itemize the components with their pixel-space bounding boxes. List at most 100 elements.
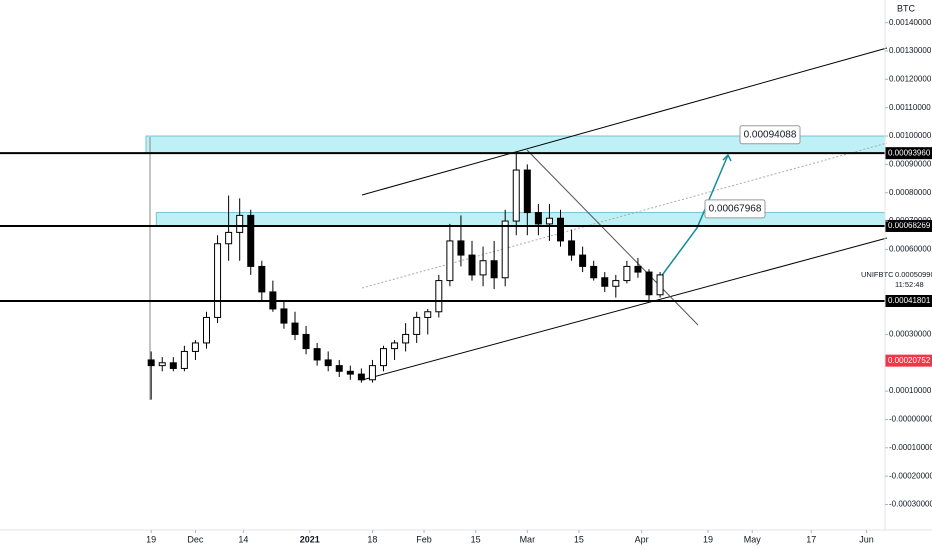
candle-body <box>590 265 598 279</box>
candle-body <box>346 370 354 375</box>
candle-body <box>435 280 443 313</box>
candle-body <box>424 311 432 318</box>
y-tick-label: 0.00070000 <box>889 216 932 225</box>
candle-body <box>656 274 664 296</box>
candle-body <box>634 265 642 273</box>
y-tick-label: 0.00140000 <box>889 18 932 27</box>
candle-body <box>457 240 465 256</box>
symbol-label: UNIFBTC <box>861 270 894 279</box>
y-tick-label: 0.00100000 <box>889 131 932 140</box>
y-tick-label: -0.00020000 <box>889 471 932 480</box>
candle-body <box>302 333 310 350</box>
x-tick-label: 14 <box>238 534 248 544</box>
x-tick-label: Jun <box>859 534 874 544</box>
candle-body <box>380 348 387 367</box>
y-tick-label: 0.00060000 <box>889 245 932 254</box>
candle-body <box>402 333 410 344</box>
target-box <box>704 199 766 219</box>
candle-body <box>280 308 288 324</box>
candle-body <box>203 316 210 344</box>
candle-body <box>335 365 343 372</box>
y-tick-label: 0.00120000 <box>889 74 932 83</box>
y-tick-label: -0.00000000 <box>889 415 932 424</box>
candle-body <box>191 342 199 352</box>
channel-mid <box>361 142 888 289</box>
candle-body <box>512 169 520 222</box>
candle-body <box>158 362 166 367</box>
x-tick-label: 2021 <box>300 534 320 544</box>
y-tick-label: 0.00090000 <box>889 159 932 168</box>
x-tick-label: Mar <box>520 534 536 544</box>
candle-body <box>258 265 266 293</box>
candle-body <box>446 240 454 282</box>
candle-body <box>357 373 365 381</box>
y-tick-label: -0.00010000 <box>889 443 932 452</box>
candle-body <box>523 169 531 214</box>
y-tick-label: 0.00010000 <box>889 386 932 395</box>
drawings <box>149 47 888 400</box>
downtrend-line <box>526 149 699 326</box>
candle-body <box>490 260 498 279</box>
marker-label: 0.00020752 <box>888 356 931 365</box>
candle-body <box>391 342 399 350</box>
x-tick-label: 19 <box>146 534 156 544</box>
x-tick-label: Apr <box>635 534 649 544</box>
target-label: 0.00094088 <box>744 129 797 140</box>
x-tick-label: 17 <box>806 534 816 544</box>
candle-body <box>557 217 564 242</box>
candle-body <box>545 217 553 225</box>
candle-body <box>501 220 509 279</box>
candle-body <box>568 240 576 256</box>
price-label-box <box>885 219 932 232</box>
candle-body <box>291 322 299 335</box>
price-label: 0.00068269 <box>888 221 931 230</box>
candle-body <box>645 271 653 296</box>
price-label: 0.00093960 <box>888 148 931 157</box>
candle-body <box>169 362 177 369</box>
price-label-box <box>885 294 932 307</box>
candle-body <box>236 214 244 233</box>
y-tick-label: -0.00030000 <box>889 500 932 509</box>
y-tick-label: 0.00110000 <box>889 103 931 112</box>
candle-body <box>225 231 233 245</box>
candle-body <box>147 359 155 367</box>
price-lines: 0.00093960 0.00068269 0.00041801 0.00020752… <box>0 125 932 367</box>
candle-body <box>368 365 376 381</box>
price-label: 0.00041801 <box>888 296 931 305</box>
marker-box <box>885 354 932 367</box>
channel-top <box>361 47 888 196</box>
x-tick-label: May <box>744 534 762 544</box>
candle-body <box>324 359 332 367</box>
projection-arrow <box>659 154 729 279</box>
channel-bottom <box>361 237 888 381</box>
x-tick-label: 18 <box>367 534 377 544</box>
y-tick-label: 0.00130000 <box>889 46 932 55</box>
supply-zone <box>155 212 886 227</box>
axis-unit: BTC <box>897 3 916 13</box>
price-label-box <box>885 147 932 160</box>
x-tick-label: 19 <box>703 534 713 544</box>
candle-body <box>601 277 609 287</box>
candle-body <box>413 316 421 335</box>
x-tick-label: 15 <box>574 534 584 544</box>
x-tick-label: Dec <box>187 534 204 544</box>
x-tick-label: 15 <box>471 534 481 544</box>
current-price: 0.00050990 <box>895 270 932 279</box>
target-box <box>739 125 801 145</box>
candle-body <box>623 265 631 282</box>
candle-body <box>214 243 222 318</box>
candle-body <box>612 280 620 287</box>
candles <box>147 153 664 400</box>
target-label: 0.00067968 <box>709 203 762 214</box>
candle-body <box>468 254 476 276</box>
y-tick-label: 0.00030000 <box>889 330 932 339</box>
candle-body <box>579 254 587 267</box>
candle-body <box>479 260 487 276</box>
candle-body <box>534 212 542 225</box>
candle-body <box>313 348 321 361</box>
candle-body <box>247 214 255 267</box>
axes: 0.00140000 0.00130000 0.00120000 0.00110000… <box>146 18 932 545</box>
x-tick-label: Feb <box>416 534 432 544</box>
